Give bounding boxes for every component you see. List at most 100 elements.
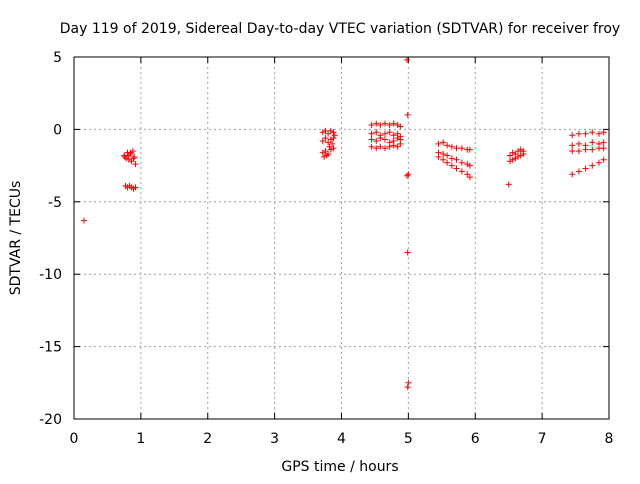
data-point [368, 136, 375, 143]
data-point [321, 153, 328, 160]
data-point [394, 135, 401, 142]
data-point [330, 129, 337, 136]
data-point [444, 142, 451, 149]
data-point [582, 165, 589, 172]
plot-frame [73, 56, 610, 420]
data-point [507, 158, 514, 165]
data-point [448, 143, 455, 150]
data-point [440, 139, 447, 146]
data-point [448, 155, 455, 162]
data-point [322, 135, 329, 142]
data-point [373, 137, 380, 144]
y-tick-label: -20 [39, 412, 62, 428]
data-point [125, 156, 132, 163]
data-point [448, 162, 455, 169]
data-point [368, 130, 375, 137]
data-point [327, 136, 334, 143]
data-point [458, 159, 465, 166]
data-point [466, 174, 473, 181]
data-point [589, 146, 596, 153]
data-point [397, 123, 404, 130]
data-point [505, 181, 512, 188]
chart-title: Day 119 of 2019, Sidereal Day-to-day VTE… [60, 21, 620, 37]
data-point [322, 148, 329, 155]
data-point [386, 122, 393, 129]
data-point [381, 145, 388, 152]
x-tick-label: 8 [605, 431, 614, 447]
x-tick-label: 3 [270, 431, 279, 447]
data-point [582, 130, 589, 137]
data-point [81, 217, 88, 224]
data-point [595, 130, 602, 137]
data-point [329, 140, 336, 147]
data-point [575, 148, 582, 155]
data-point [368, 143, 375, 150]
data-point [520, 151, 527, 158]
data-point [595, 159, 602, 166]
data-point [322, 127, 329, 134]
x-axis-label: GPS time / hours [281, 459, 398, 475]
data-point [464, 161, 471, 168]
data-point [373, 129, 380, 136]
data-point [397, 140, 404, 147]
data-point [507, 152, 514, 159]
data-point [381, 120, 388, 127]
data-point [327, 127, 334, 134]
x-tick-label: 4 [337, 431, 346, 447]
y-tick-label: -10 [39, 267, 62, 283]
data-point [435, 153, 442, 160]
data-point [509, 156, 516, 163]
data-point [405, 379, 412, 386]
data-point [326, 143, 333, 150]
data-point [582, 146, 589, 153]
data-point [444, 152, 451, 159]
data-point [121, 153, 128, 160]
axis-ticks: 0 1 2 3 4 5 6 7 8 -20 -15 -10 -5 0 5 [39, 50, 613, 447]
data-point [394, 122, 401, 129]
data-point [512, 155, 519, 162]
x-tick-label: 2 [203, 431, 212, 447]
data-point [404, 111, 411, 118]
data-point [440, 156, 447, 163]
data-point [440, 151, 447, 158]
data-point [386, 129, 393, 136]
data-point [600, 129, 607, 136]
data-point [453, 165, 460, 172]
data-point [517, 146, 524, 153]
data-point [453, 156, 460, 163]
data-point [404, 172, 411, 179]
data-point [319, 137, 326, 144]
data-point [381, 130, 388, 137]
data-point [589, 139, 596, 146]
data-point [323, 152, 330, 159]
y-tick-label: -5 [48, 195, 62, 211]
data-point [386, 143, 393, 150]
data-point [589, 162, 596, 169]
data-point [575, 140, 582, 147]
y-tick-label: 5 [53, 50, 62, 66]
x-tick-label: 0 [70, 431, 79, 447]
data-point [404, 56, 411, 63]
data-point [569, 132, 576, 139]
data-point [458, 168, 465, 175]
data-point [373, 120, 380, 127]
data-point [330, 145, 337, 152]
data-point [517, 152, 524, 159]
data-point [405, 171, 412, 178]
data-point [458, 145, 465, 152]
data-point [130, 155, 137, 162]
data-point [600, 139, 607, 146]
data-point [132, 184, 139, 191]
data-point [325, 151, 332, 158]
x-tick-label: 1 [136, 431, 145, 447]
data-point [464, 171, 471, 178]
y-tick-label: 0 [53, 122, 62, 138]
data-point [569, 171, 576, 178]
x-tick-label: 5 [404, 431, 413, 447]
data-point [127, 149, 134, 156]
data-point [453, 145, 460, 152]
data-point [466, 162, 473, 169]
data-point [331, 132, 338, 139]
data-point [394, 143, 401, 150]
